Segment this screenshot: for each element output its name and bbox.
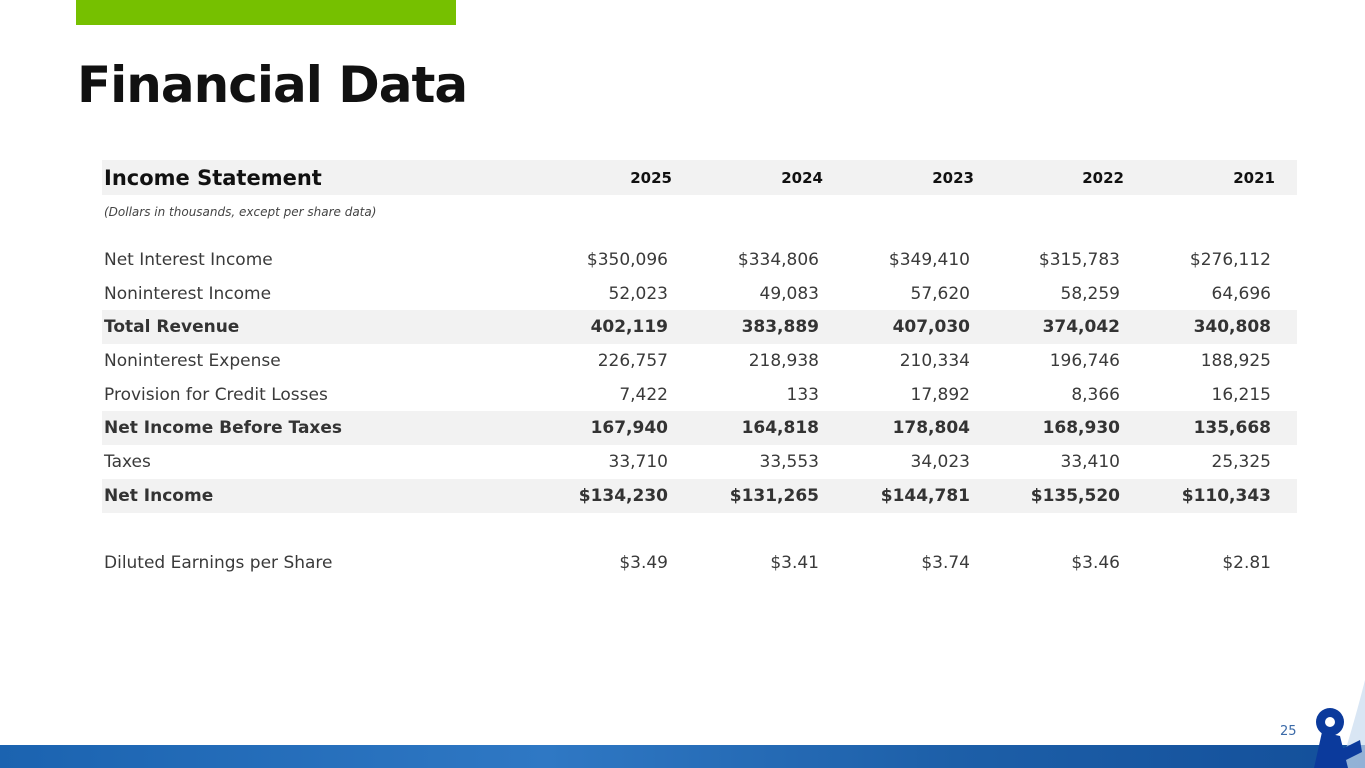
cell: 167,940 — [590, 418, 668, 439]
cell: 64,696 — [1211, 283, 1271, 304]
cell: $3.74 — [921, 553, 970, 574]
cell: 8,366 — [1071, 384, 1120, 405]
cell: $334,806 — [737, 249, 819, 270]
page-number: 25 — [1280, 724, 1297, 739]
footer-band — [0, 745, 1365, 768]
cell: $3.49 — [619, 553, 668, 574]
cell: 340,808 — [1193, 317, 1271, 338]
row-label: Net Interest Income — [104, 249, 273, 270]
cell: 178,804 — [892, 418, 970, 439]
table-row: Net Interest Income $350,096 $334,806 $349,… — [102, 243, 1297, 277]
row-label: Total Revenue — [104, 317, 240, 338]
cell: 168,930 — [1042, 418, 1120, 439]
page-title: Financial Data — [77, 56, 468, 114]
cell: 210,334 — [899, 350, 970, 371]
cell: 34,023 — [910, 451, 970, 472]
units-note-text: (Dollars in thousands, except per share … — [104, 205, 377, 219]
cell: $135,520 — [1030, 485, 1120, 506]
cell: 196,746 — [1049, 350, 1120, 371]
cell: 188,925 — [1200, 350, 1271, 371]
cell: 25,325 — [1211, 451, 1271, 472]
cell: 33,553 — [759, 451, 819, 472]
eps-row: Diluted Earnings per Share $3.49 $3.41 $… — [102, 546, 1297, 580]
table-heading: Income Statement — [104, 165, 322, 190]
ampersand-logo-icon — [1314, 680, 1365, 768]
year-header: 2022 — [1082, 168, 1124, 187]
row-label: Diluted Earnings per Share — [104, 553, 333, 574]
table-row: Net Income Before Taxes 167,940 164,818 178… — [102, 411, 1297, 446]
cell: 374,042 — [1042, 317, 1120, 338]
cell: $315,783 — [1038, 249, 1120, 270]
cell: 383,889 — [741, 317, 819, 338]
year-header: 2025 — [630, 168, 672, 187]
cell: 135,668 — [1193, 418, 1271, 439]
cell: $3.41 — [770, 553, 819, 574]
row-label: Taxes — [104, 451, 151, 472]
table-row: Noninterest Income 52,023 49,083 57,620 58,2… — [102, 277, 1297, 311]
cell: 16,215 — [1211, 384, 1271, 405]
table-header: Income Statement 2025 2024 2023 2022 202… — [102, 160, 1297, 195]
cell: $349,410 — [888, 249, 970, 270]
income-statement-table: Income Statement 2025 2024 2023 2022 202… — [102, 160, 1297, 580]
cell: 57,620 — [910, 283, 970, 304]
cell: 58,259 — [1060, 283, 1120, 304]
table-row: Taxes 33,710 33,553 34,023 33,410 25,325 — [102, 445, 1297, 479]
year-header: 2024 — [781, 168, 823, 187]
row-label: Net Income — [104, 485, 214, 506]
year-header: 2021 — [1233, 168, 1275, 187]
cell: $144,781 — [880, 485, 970, 506]
cell: 407,030 — [892, 317, 970, 338]
cell: $2.81 — [1222, 553, 1271, 574]
accent-bar — [76, 0, 456, 25]
row-label: Noninterest Expense — [104, 350, 281, 371]
cell: 49,083 — [759, 283, 819, 304]
cell: 33,710 — [608, 451, 668, 472]
cell: 402,119 — [590, 317, 668, 338]
cell: $3.46 — [1071, 553, 1120, 574]
cell: 7,422 — [619, 384, 668, 405]
cell: $110,343 — [1181, 485, 1271, 506]
cell: $276,112 — [1189, 249, 1271, 270]
table-row: Net Income $134,230 $131,265 $144,781 $135,5… — [102, 478, 1297, 513]
cell: 164,818 — [741, 418, 819, 439]
row-label: Provision for Credit Losses — [104, 384, 328, 405]
units-note: (Dollars in thousands, except per share … — [102, 195, 1297, 243]
cell: 33,410 — [1060, 451, 1120, 472]
cell: 226,757 — [597, 350, 668, 371]
cell: 17,892 — [910, 384, 970, 405]
table-row: Noninterest Expense 226,757 218,938 210,334… — [102, 344, 1297, 378]
table-row: Provision for Credit Losses 7,422 133 17,89… — [102, 378, 1297, 412]
cell: 52,023 — [608, 283, 668, 304]
row-label: Noninterest Income — [104, 283, 272, 304]
cell: $134,230 — [578, 485, 668, 506]
cell: 133 — [786, 384, 819, 405]
year-header: 2023 — [932, 168, 974, 187]
cell: $350,096 — [586, 249, 668, 270]
table-row: Total Revenue 402,119 383,889 407,030 374,04… — [102, 310, 1297, 345]
cell: $131,265 — [729, 485, 819, 506]
row-label: Net Income Before Taxes — [104, 418, 343, 439]
cell: 218,938 — [748, 350, 819, 371]
